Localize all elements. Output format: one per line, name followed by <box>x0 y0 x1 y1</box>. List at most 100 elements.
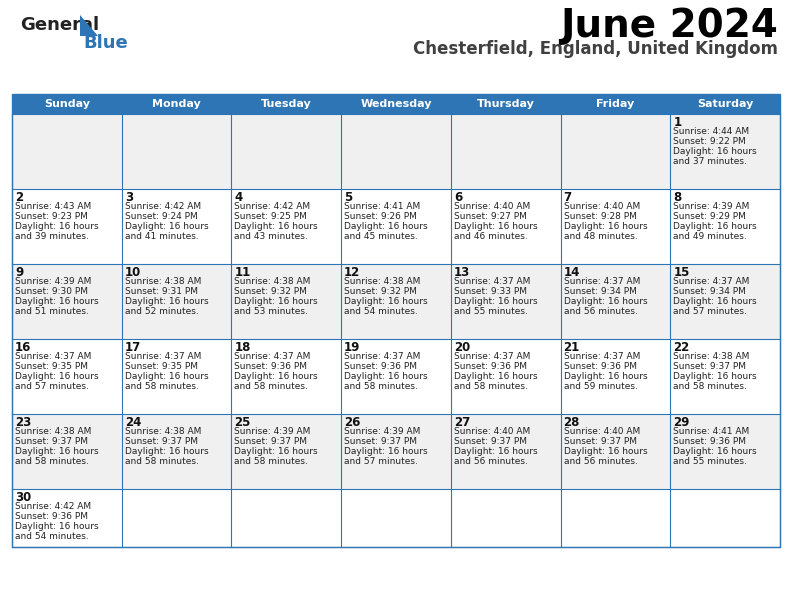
Text: Friday: Friday <box>596 99 634 109</box>
Text: Daylight: 16 hours: Daylight: 16 hours <box>673 297 757 306</box>
Text: 18: 18 <box>234 341 251 354</box>
Text: Sunset: 9:25 PM: Sunset: 9:25 PM <box>234 212 307 221</box>
Text: and 49 minutes.: and 49 minutes. <box>673 232 747 241</box>
Text: and 58 minutes.: and 58 minutes. <box>234 457 308 466</box>
Text: 4: 4 <box>234 191 242 204</box>
Text: 17: 17 <box>124 341 141 354</box>
Text: Daylight: 16 hours: Daylight: 16 hours <box>673 447 757 456</box>
Bar <box>670 489 780 547</box>
Text: and 52 minutes.: and 52 minutes. <box>124 307 199 316</box>
Text: Sunrise: 4:40 AM: Sunrise: 4:40 AM <box>454 427 530 436</box>
Text: 20: 20 <box>454 341 470 354</box>
Text: Sunrise: 4:38 AM: Sunrise: 4:38 AM <box>673 352 750 361</box>
Text: Sunrise: 4:37 AM: Sunrise: 4:37 AM <box>564 277 640 286</box>
Text: and 46 minutes.: and 46 minutes. <box>454 232 527 241</box>
Bar <box>341 114 451 189</box>
Text: and 57 minutes.: and 57 minutes. <box>15 382 89 391</box>
Text: and 37 minutes.: and 37 minutes. <box>673 157 747 166</box>
Text: Monday: Monday <box>152 99 201 109</box>
Bar <box>670 189 780 264</box>
Text: Sunset: 9:35 PM: Sunset: 9:35 PM <box>15 362 88 371</box>
Text: Sunrise: 4:37 AM: Sunrise: 4:37 AM <box>124 352 201 361</box>
Bar <box>12 114 122 189</box>
Text: 25: 25 <box>234 416 251 429</box>
Text: and 55 minutes.: and 55 minutes. <box>454 307 527 316</box>
Text: Sunrise: 4:43 AM: Sunrise: 4:43 AM <box>15 202 91 211</box>
Text: 3: 3 <box>124 191 133 204</box>
Text: Sunset: 9:35 PM: Sunset: 9:35 PM <box>124 362 198 371</box>
Text: Sunrise: 4:37 AM: Sunrise: 4:37 AM <box>673 277 750 286</box>
Bar <box>231 264 341 339</box>
Bar <box>451 414 561 489</box>
Text: Sunrise: 4:41 AM: Sunrise: 4:41 AM <box>673 427 749 436</box>
Text: Sunrise: 4:38 AM: Sunrise: 4:38 AM <box>234 277 310 286</box>
Bar <box>231 114 341 189</box>
Bar <box>670 339 780 414</box>
Text: 11: 11 <box>234 266 251 279</box>
Text: 14: 14 <box>564 266 580 279</box>
Text: 10: 10 <box>124 266 141 279</box>
Text: and 59 minutes.: and 59 minutes. <box>564 382 638 391</box>
Text: and 56 minutes.: and 56 minutes. <box>564 307 638 316</box>
Text: Sunset: 9:37 PM: Sunset: 9:37 PM <box>564 437 637 446</box>
Text: Sunset: 9:31 PM: Sunset: 9:31 PM <box>124 287 198 296</box>
Bar <box>122 189 231 264</box>
Text: and 51 minutes.: and 51 minutes. <box>15 307 89 316</box>
Text: 8: 8 <box>673 191 682 204</box>
Text: Chesterfield, England, United Kingdom: Chesterfield, England, United Kingdom <box>413 40 778 58</box>
Text: Daylight: 16 hours: Daylight: 16 hours <box>15 522 99 531</box>
Text: Daylight: 16 hours: Daylight: 16 hours <box>454 447 538 456</box>
Text: Sunrise: 4:37 AM: Sunrise: 4:37 AM <box>564 352 640 361</box>
Text: June 2024: June 2024 <box>560 7 778 45</box>
Text: and 56 minutes.: and 56 minutes. <box>564 457 638 466</box>
Text: and 53 minutes.: and 53 minutes. <box>234 307 308 316</box>
Text: Sunrise: 4:39 AM: Sunrise: 4:39 AM <box>234 427 310 436</box>
Bar <box>670 114 780 189</box>
Text: Sunrise: 4:38 AM: Sunrise: 4:38 AM <box>345 277 421 286</box>
Text: and 54 minutes.: and 54 minutes. <box>345 307 418 316</box>
Text: 23: 23 <box>15 416 31 429</box>
Text: Daylight: 16 hours: Daylight: 16 hours <box>454 297 538 306</box>
Text: Sunrise: 4:42 AM: Sunrise: 4:42 AM <box>234 202 310 211</box>
Text: Daylight: 16 hours: Daylight: 16 hours <box>673 222 757 231</box>
Bar <box>231 489 341 547</box>
Bar <box>561 189 670 264</box>
Bar <box>561 114 670 189</box>
Text: Sunset: 9:36 PM: Sunset: 9:36 PM <box>454 362 527 371</box>
Text: 2: 2 <box>15 191 23 204</box>
Text: Sunset: 9:37 PM: Sunset: 9:37 PM <box>454 437 527 446</box>
Text: Daylight: 16 hours: Daylight: 16 hours <box>234 372 318 381</box>
Text: Daylight: 16 hours: Daylight: 16 hours <box>234 447 318 456</box>
Text: 6: 6 <box>454 191 462 204</box>
Text: Sunrise: 4:39 AM: Sunrise: 4:39 AM <box>15 277 91 286</box>
Text: Daylight: 16 hours: Daylight: 16 hours <box>564 222 647 231</box>
Text: Sunset: 9:34 PM: Sunset: 9:34 PM <box>673 287 746 296</box>
Text: Sunrise: 4:37 AM: Sunrise: 4:37 AM <box>454 352 530 361</box>
Text: Sunset: 9:37 PM: Sunset: 9:37 PM <box>673 362 746 371</box>
Text: 22: 22 <box>673 341 690 354</box>
Bar <box>341 264 451 339</box>
Text: and 39 minutes.: and 39 minutes. <box>15 232 89 241</box>
Bar <box>341 189 451 264</box>
Text: 7: 7 <box>564 191 572 204</box>
Text: Sunset: 9:37 PM: Sunset: 9:37 PM <box>15 437 88 446</box>
Text: 16: 16 <box>15 341 32 354</box>
Text: 5: 5 <box>345 191 352 204</box>
Text: Sunrise: 4:44 AM: Sunrise: 4:44 AM <box>673 127 749 136</box>
Text: Sunset: 9:28 PM: Sunset: 9:28 PM <box>564 212 637 221</box>
Text: 21: 21 <box>564 341 580 354</box>
Bar <box>341 489 451 547</box>
Text: General: General <box>20 16 99 34</box>
Text: Sunset: 9:36 PM: Sunset: 9:36 PM <box>564 362 637 371</box>
Text: Daylight: 16 hours: Daylight: 16 hours <box>454 222 538 231</box>
Text: 13: 13 <box>454 266 470 279</box>
Bar <box>231 339 341 414</box>
Text: Sunset: 9:36 PM: Sunset: 9:36 PM <box>15 512 88 521</box>
Text: Tuesday: Tuesday <box>261 99 312 109</box>
Text: Blue: Blue <box>83 34 128 52</box>
Text: 9: 9 <box>15 266 23 279</box>
Text: and 58 minutes.: and 58 minutes. <box>124 382 199 391</box>
Text: Daylight: 16 hours: Daylight: 16 hours <box>234 222 318 231</box>
Text: Saturday: Saturday <box>697 99 753 109</box>
Bar <box>670 414 780 489</box>
